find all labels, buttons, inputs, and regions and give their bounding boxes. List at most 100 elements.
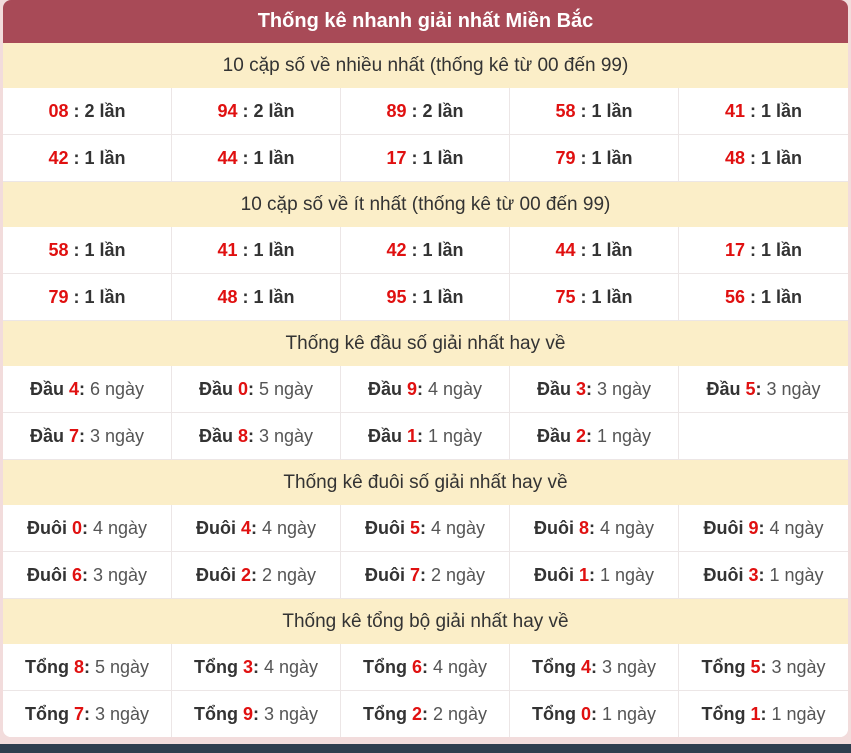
section-grid-most-frequent-pairs: 08 : 2 lần 94 : 2 lần 89 : 2 lần 58 : 1 lần… <box>3 88 848 182</box>
stat-digit: 5 <box>750 656 761 677</box>
stat-cell: Tổng 2: 2 ngày <box>341 691 510 737</box>
pair-cell: 56 : 1 lần <box>679 274 848 321</box>
stat-value: 4 ngày <box>599 517 655 538</box>
stat-digit: 5 <box>745 378 756 399</box>
pair-separator: : <box>575 286 592 307</box>
stat-value: 4 ngày <box>432 656 488 677</box>
pair-count: 1 lần <box>253 286 295 307</box>
stat-digit: 6 <box>71 564 82 585</box>
stat-label: Đầu 3: <box>536 378 592 399</box>
stat-digit: 9 <box>748 517 759 538</box>
stat-label: Đầu 4: <box>29 378 85 399</box>
stat-value: 4 ngày <box>769 517 824 538</box>
stat-cell: Đuôi 3: 1 ngày <box>679 552 848 599</box>
pair-number: 42 <box>48 147 69 168</box>
stat-digit: 7 <box>409 564 420 585</box>
pair-cell: 42 : 1 lần <box>3 135 172 182</box>
pair-separator: : <box>68 100 85 121</box>
pair-cell: 41 : 1 lần <box>172 227 341 274</box>
stat-digit: 2 <box>575 425 586 446</box>
stat-label: Đuôi 3: <box>703 564 765 585</box>
section-title-tail-digit-stats: Thống kê đuôi số giải nhất hay về <box>3 460 848 505</box>
stat-label: Đầu 0: <box>198 378 254 399</box>
stat-cell: Đầu 5: 3 ngày <box>679 366 848 413</box>
empty-cell <box>679 413 848 460</box>
stat-digit: 1 <box>750 703 761 724</box>
stat-label: Tổng 7: <box>24 703 90 724</box>
section-title-head-digit-stats: Thống kê đầu số giải nhất hay về <box>3 321 848 366</box>
pair-cell: 48 : 1 lần <box>172 274 341 321</box>
stat-digit: 0 <box>580 703 591 724</box>
stat-value: 2 ngày <box>430 564 486 585</box>
section-grid-tail-digit-stats: Đuôi 0: 4 ngày Đuôi 4: 4 ngày Đuôi 5: 4 ngày Đ… <box>3 505 848 599</box>
pair-count: 1 lần <box>761 286 803 307</box>
stat-cell: Đuôi 7: 2 ngày <box>341 552 510 599</box>
stat-label: Đuôi 2: <box>195 564 257 585</box>
pair-cell: 95 : 1 lần <box>341 274 510 321</box>
stat-digit: 2 <box>411 703 422 724</box>
stat-value: 1 ngày <box>769 564 824 585</box>
stat-digit: 1 <box>578 564 589 585</box>
pair-number: 44 <box>217 147 238 168</box>
pair-cell: 79 : 1 lần <box>510 135 679 182</box>
pair-separator: : <box>745 147 761 168</box>
section-title-sum-stats: Thống kê tổng bộ giải nhất hay về <box>3 599 848 644</box>
stat-cell: Đầu 9: 4 ngày <box>341 366 510 413</box>
page: Thống kê nhanh giải nhất Miền Bắc 10 cặp… <box>3 0 848 737</box>
stat-value: 1 ngày <box>596 425 652 446</box>
stat-value: 5 ngày <box>94 656 150 677</box>
stat-value: 1 ngày <box>599 564 655 585</box>
pair-separator: : <box>575 147 592 168</box>
stat-value: 4 ngày <box>430 517 486 538</box>
stat-cell: Tổng 9: 3 ngày <box>172 691 341 737</box>
pair-number: 94 <box>217 100 238 121</box>
stat-label: Tổng 8: <box>24 656 90 677</box>
stat-cell: Đầu 7: 3 ngày <box>3 413 172 460</box>
pair-count: 1 lần <box>591 147 633 168</box>
stat-label: Đuôi 7: <box>364 564 426 585</box>
stat-digit: 2 <box>240 564 251 585</box>
stat-value: 4 ngày <box>92 517 148 538</box>
stat-value: 1 ngày <box>601 703 657 724</box>
stat-value: 3 ngày <box>771 656 826 677</box>
pair-number: 41 <box>724 100 745 121</box>
stat-digit: 7 <box>68 425 79 446</box>
pair-cell: 58 : 1 lần <box>510 88 679 135</box>
stat-cell: Tổng 7: 3 ngày <box>3 691 172 737</box>
section-grid-sum-stats: Tổng 8: 5 ngày Tổng 3: 4 ngày Tổng 6: 4 ngày T… <box>3 644 848 737</box>
stat-digit: 9 <box>242 703 253 724</box>
stat-label: Tổng 5: <box>701 656 767 677</box>
stat-value: 1 ngày <box>771 703 826 724</box>
pair-count: 1 lần <box>253 147 295 168</box>
panel-title: Thống kê nhanh giải nhất Miền Bắc <box>3 0 848 43</box>
section-title-least-frequent-pairs: 10 cặp số về ít nhất (thống kê từ 00 đến… <box>3 182 848 227</box>
stat-digit: 8 <box>73 656 84 677</box>
stat-digit: 7 <box>73 703 84 724</box>
stat-cell: Tổng 6: 4 ngày <box>341 644 510 691</box>
pair-count: 1 lần <box>422 239 464 260</box>
pair-separator: : <box>68 239 85 260</box>
stat-value: 3 ngày <box>766 378 821 399</box>
stat-value: 3 ngày <box>601 656 657 677</box>
stat-cell: Đầu 1: 1 ngày <box>341 413 510 460</box>
stat-label: Đầu 7: <box>29 425 85 446</box>
stat-value: 6 ngày <box>89 378 145 399</box>
stat-digit: 3 <box>242 656 253 677</box>
stat-digit: 8 <box>237 425 248 446</box>
pair-number: 79 <box>555 147 576 168</box>
pair-number: 75 <box>555 286 576 307</box>
stat-digit: 9 <box>406 378 417 399</box>
pair-separator: : <box>68 147 85 168</box>
pair-count: 2 lần <box>422 100 464 121</box>
stat-digit: 4 <box>580 656 591 677</box>
pair-count: 1 lần <box>84 239 126 260</box>
pair-separator: : <box>745 286 761 307</box>
stat-label: Đuôi 6: <box>26 564 88 585</box>
pair-separator: : <box>237 147 254 168</box>
stat-value: 4 ngày <box>263 656 319 677</box>
stat-cell: Tổng 8: 5 ngày <box>3 644 172 691</box>
pair-number: 95 <box>386 286 407 307</box>
stat-cell: Đuôi 6: 3 ngày <box>3 552 172 599</box>
pair-cell: 08 : 2 lần <box>3 88 172 135</box>
pair-number: 48 <box>217 286 238 307</box>
